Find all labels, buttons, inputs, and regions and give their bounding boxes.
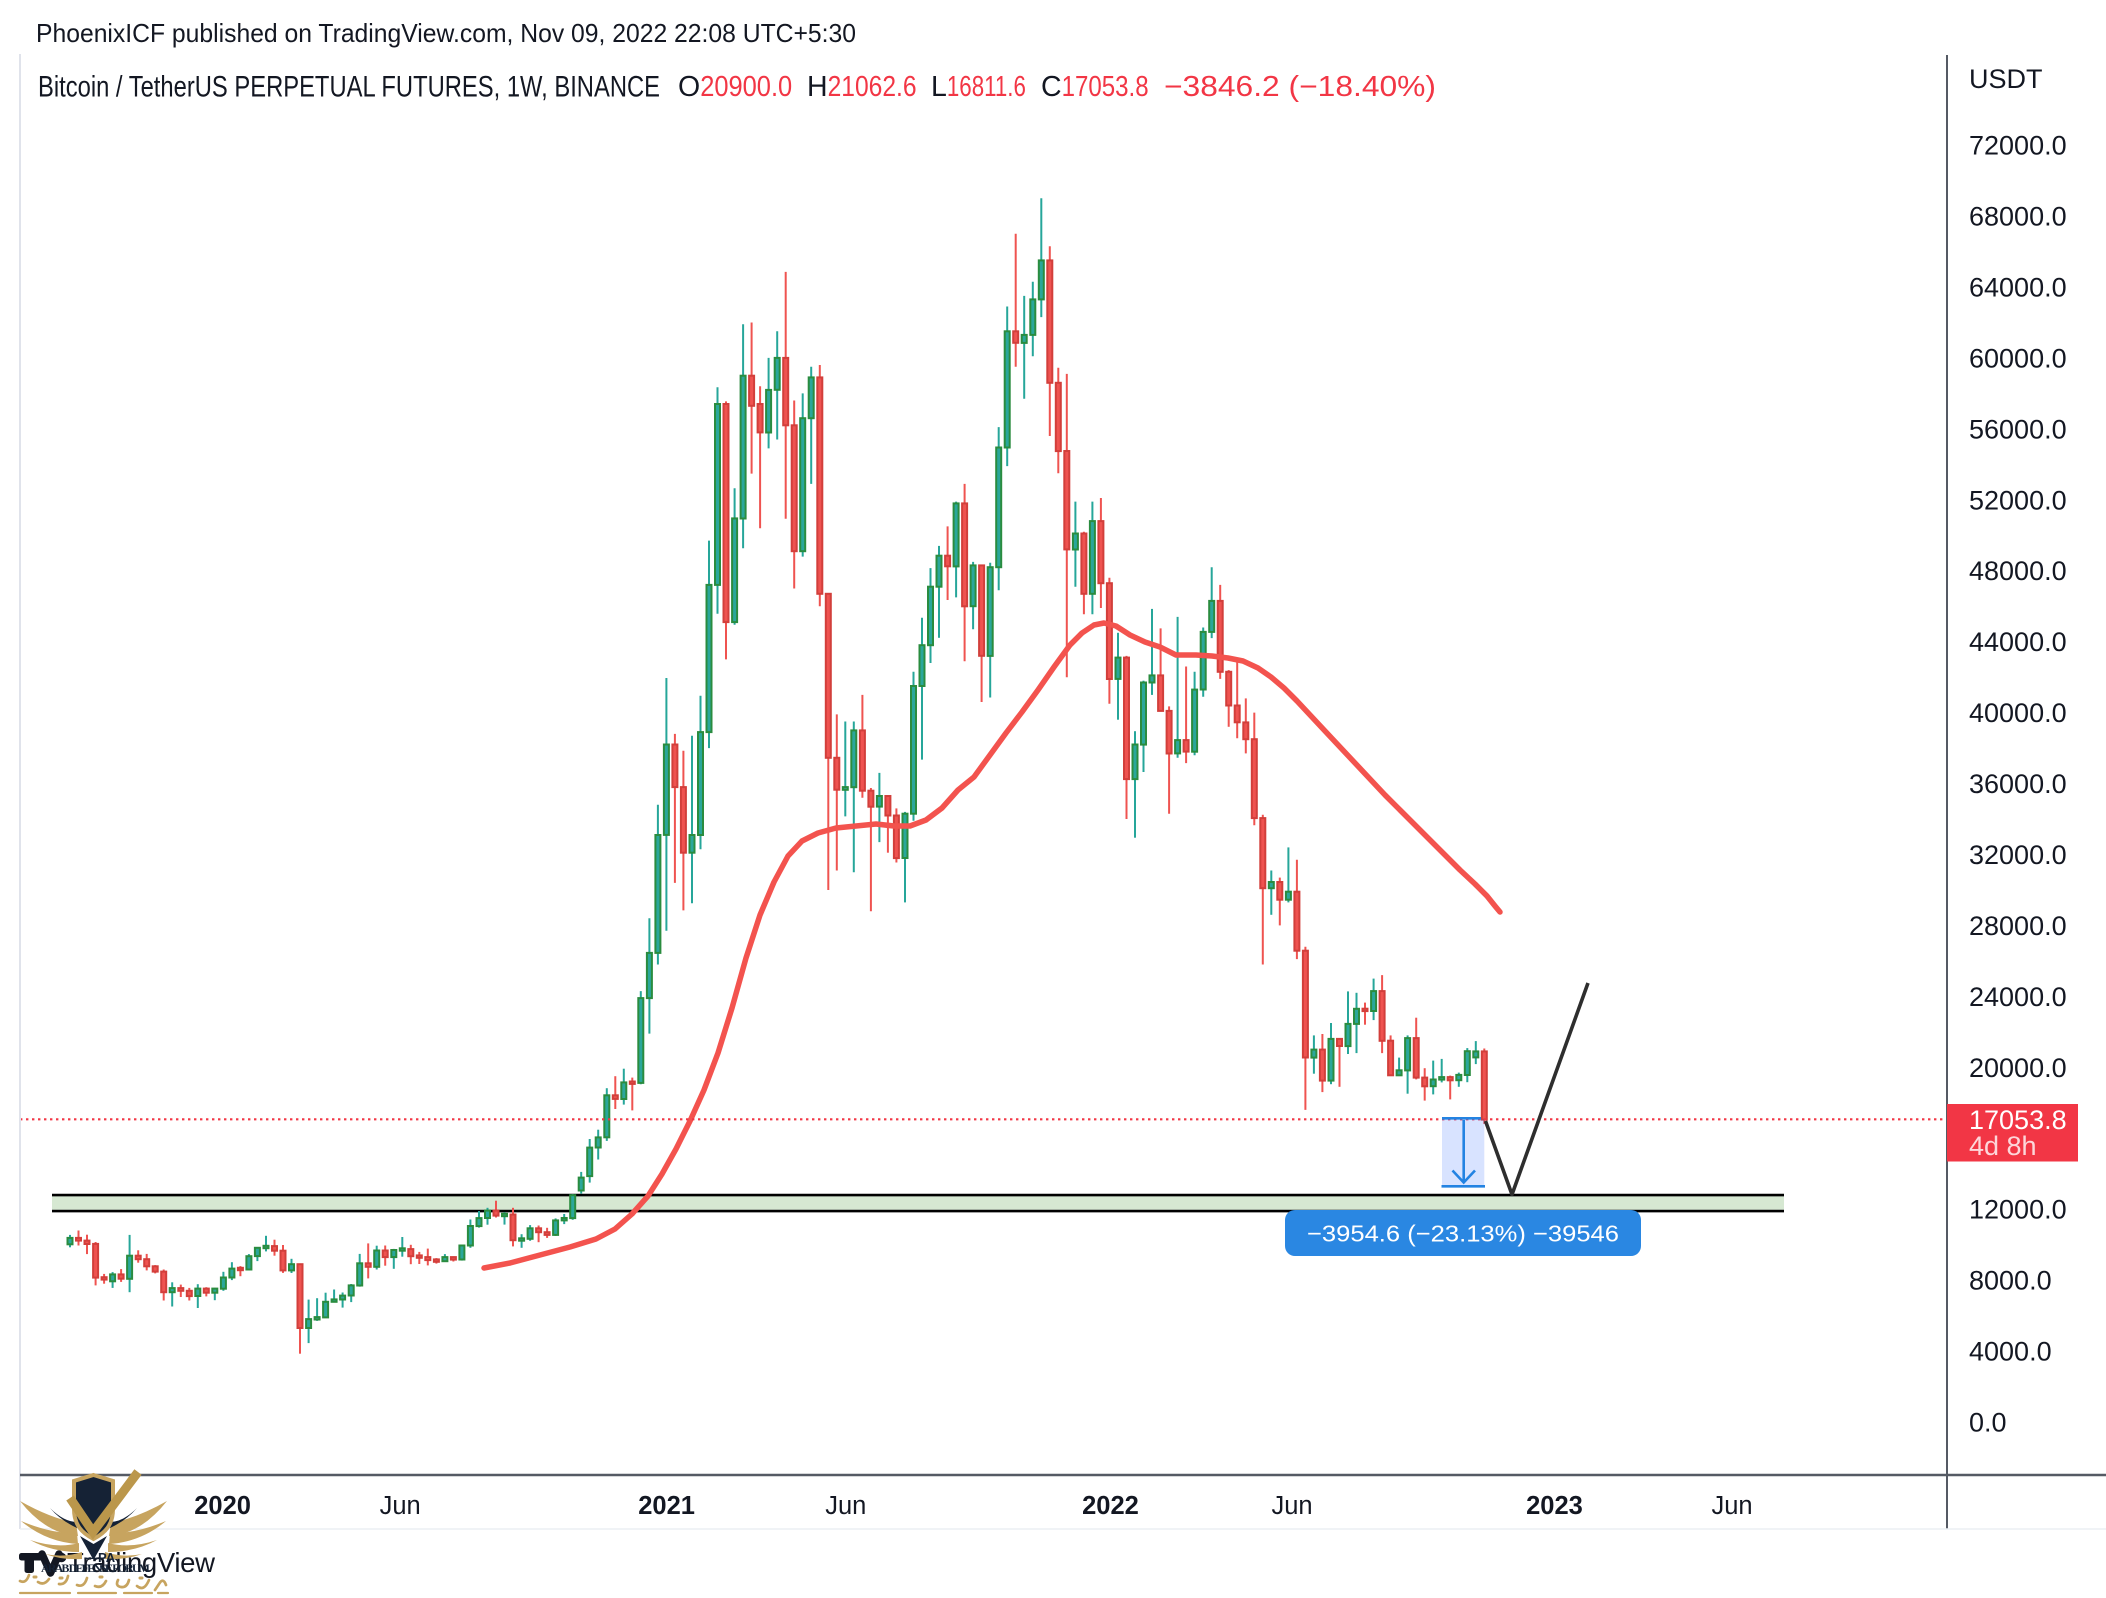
- svg-text:−3846.2 (−18.40%): −3846.2 (−18.40%): [1164, 71, 1436, 103]
- svg-text:20000.0: 20000.0: [1969, 1053, 2067, 1083]
- svg-text:Jun: Jun: [1711, 1492, 1752, 1520]
- svg-text:ARAB DEFENSE FORUM: ARAB DEFENSE FORUM: [41, 1561, 150, 1575]
- svg-text:PhoenixICF published on Tradin: PhoenixICF published on TradingView.com,…: [36, 18, 856, 48]
- svg-text:21062.6: 21062.6: [828, 71, 917, 103]
- svg-text:20900.0: 20900.0: [700, 71, 792, 103]
- svg-text:USDT: USDT: [1969, 64, 2043, 94]
- svg-text:Bitcoin / TetherUS PERPETUAL F: Bitcoin / TetherUS PERPETUAL FUTURES, 1W…: [38, 71, 660, 104]
- svg-text:Jun: Jun: [1271, 1492, 1312, 1520]
- svg-text:Jun: Jun: [380, 1492, 421, 1520]
- svg-text:—PA: —PA: [85, 1550, 116, 1565]
- svg-text:40000.0: 40000.0: [1969, 698, 2067, 728]
- svg-text:−3954.6 (−23.13%) −39546: −3954.6 (−23.13%) −39546: [1307, 1221, 1619, 1247]
- svg-text:32000.0: 32000.0: [1969, 840, 2067, 870]
- svg-text:2023: 2023: [1526, 1492, 1583, 1520]
- svg-text:60000.0: 60000.0: [1969, 343, 2067, 373]
- svg-text:68000.0: 68000.0: [1969, 202, 2067, 232]
- svg-text:44000.0: 44000.0: [1969, 627, 2067, 657]
- svg-text:24000.0: 24000.0: [1969, 982, 2067, 1012]
- svg-text:Jun: Jun: [825, 1492, 866, 1520]
- svg-text:16811.6: 16811.6: [947, 71, 1026, 103]
- svg-text:36000.0: 36000.0: [1969, 769, 2067, 799]
- svg-text:L: L: [931, 71, 947, 103]
- svg-text:4d 8h: 4d 8h: [1969, 1131, 2037, 1161]
- svg-text:64000.0: 64000.0: [1969, 273, 2067, 303]
- svg-text:17053.8: 17053.8: [1062, 71, 1149, 103]
- svg-text:72000.0: 72000.0: [1969, 131, 2067, 161]
- svg-text:2022: 2022: [1082, 1492, 1139, 1520]
- svg-text:52000.0: 52000.0: [1969, 485, 2067, 515]
- svg-text:56000.0: 56000.0: [1969, 414, 2067, 444]
- svg-text:2020: 2020: [194, 1492, 251, 1520]
- svg-text:8000.0: 8000.0: [1969, 1266, 2052, 1296]
- svg-text:48000.0: 48000.0: [1969, 556, 2067, 586]
- svg-text:28000.0: 28000.0: [1969, 911, 2067, 941]
- svg-text:4000.0: 4000.0: [1969, 1337, 2052, 1367]
- svg-text:O: O: [678, 71, 700, 103]
- svg-text:2021: 2021: [638, 1492, 695, 1520]
- svg-text:H: H: [807, 71, 828, 103]
- svg-text:C: C: [1041, 71, 1062, 103]
- svg-text:0.0: 0.0: [1969, 1408, 2007, 1438]
- svg-text:17053.8: 17053.8: [1969, 1105, 2067, 1135]
- svg-text:12000.0: 12000.0: [1969, 1195, 2067, 1225]
